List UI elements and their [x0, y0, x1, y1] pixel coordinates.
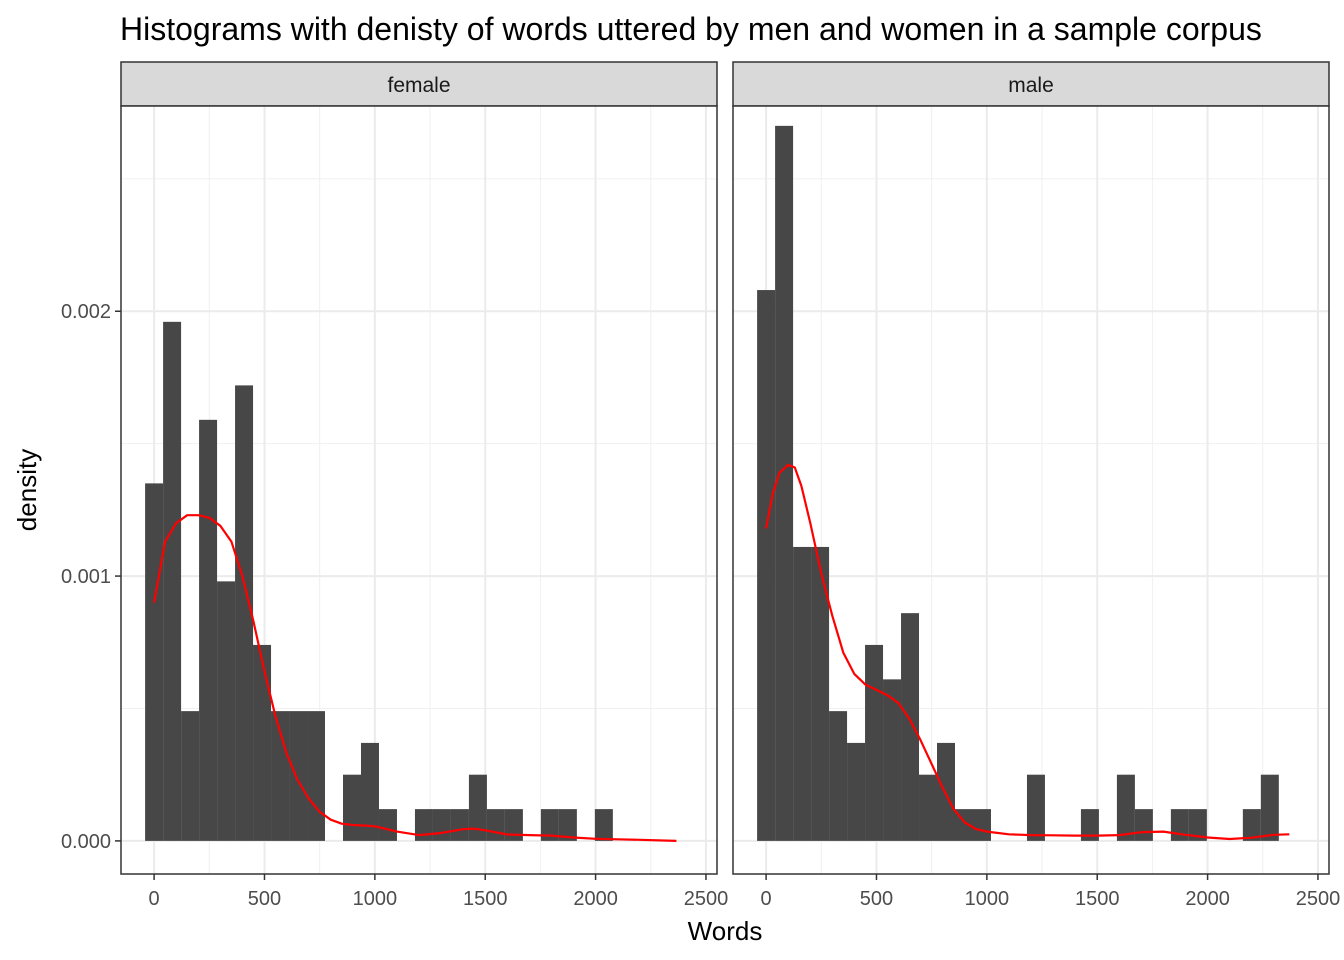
histogram-bar [919, 774, 938, 841]
panel-female: female 0 500 1000 1500 2000 2500 0.000 0.001 0.00… [61, 61, 729, 910]
facet-strip [732, 61, 1330, 107]
x-tick-label: 1000 [353, 888, 398, 910]
histogram-bar [199, 419, 218, 841]
histogram-bar [181, 711, 200, 841]
x-tick-label: 0 [149, 888, 160, 910]
histogram-bar [235, 385, 254, 841]
histogram-bar [307, 711, 326, 841]
density-curve [153, 514, 677, 842]
y-tick-label: 0.002 [61, 301, 111, 323]
histogram-bar [1080, 809, 1099, 841]
facet-strip-label: male [1008, 74, 1054, 97]
histogram-bar [360, 742, 379, 841]
y-axis-title: density [12, 449, 42, 531]
histogram-bar [342, 774, 361, 841]
histogram-bar [901, 613, 920, 841]
x-tick-label: 2500 [684, 888, 729, 910]
histogram-bar [1188, 809, 1207, 841]
x-tick-label: 1500 [463, 888, 508, 910]
histogram-bar [486, 809, 505, 841]
x-tick-label: 0 [761, 888, 772, 910]
x-tick-label: 2000 [1185, 888, 1230, 910]
histogram-bar [847, 742, 866, 841]
histogram-bar [432, 809, 451, 841]
x-tick-label: 500 [860, 888, 893, 910]
panel-border [120, 105, 718, 875]
histogram-bar [450, 809, 469, 841]
histogram-bar [558, 809, 577, 841]
histogram-bar [829, 711, 848, 841]
x-tick-label: 2500 [1296, 888, 1341, 910]
x-tick-label: 1500 [1075, 888, 1120, 910]
histogram-bar [289, 711, 308, 841]
histogram-bar [378, 809, 397, 841]
histogram-bar [594, 809, 613, 841]
density-curve [765, 463, 1290, 841]
histogram-bar [972, 809, 991, 841]
x-tick-label: 1000 [965, 888, 1010, 910]
facet-strip [120, 61, 718, 107]
x-tick-label: 2000 [573, 888, 618, 910]
histogram-bar [1026, 774, 1045, 841]
y-tick-label: 0.000 [61, 831, 111, 853]
histogram-bar [775, 125, 794, 841]
chart-title: Histograms with denisty of words uttered… [120, 11, 1262, 47]
histogram-bar [253, 644, 272, 841]
histogram-bar [1242, 809, 1261, 841]
y-tick-label: 0.001 [61, 566, 111, 588]
histogram-bar [1170, 809, 1189, 841]
histogram-bar [793, 546, 812, 841]
histogram-bar [414, 809, 433, 841]
histogram-bar [1116, 774, 1135, 841]
histogram-bar [883, 679, 902, 841]
histogram-bar [811, 546, 830, 841]
panel-border [732, 105, 1330, 875]
x-tick-label: 500 [248, 888, 281, 910]
histogram-bar [217, 581, 236, 841]
facet-strip-label: female [387, 74, 450, 97]
histogram-bar [1260, 774, 1279, 841]
histogram-bar [865, 644, 884, 841]
histogram-bar [1134, 809, 1153, 841]
histogram-bar [540, 809, 559, 841]
histogram-bar [504, 809, 523, 841]
x-axis-title: Words [688, 916, 763, 946]
histogram-bar [468, 774, 487, 841]
histogram-bar [145, 483, 164, 841]
histogram-bar [163, 321, 182, 841]
panel-male: male 0 500 1000 1500 2000 2500 [732, 61, 1341, 910]
histogram-bar [757, 290, 776, 841]
